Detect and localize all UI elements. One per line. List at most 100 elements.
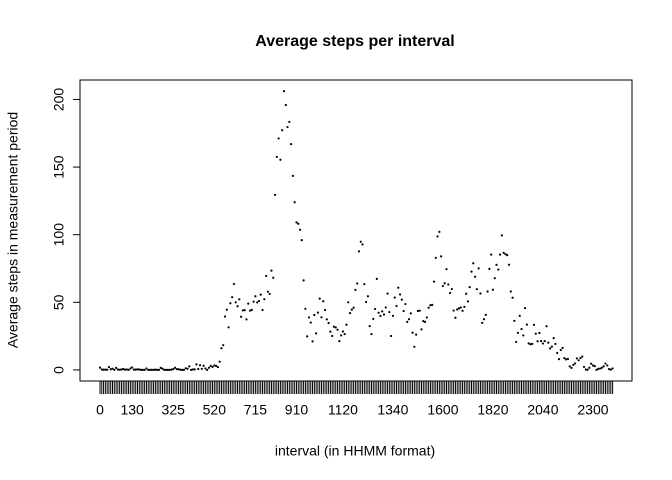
point xyxy=(502,251,505,254)
point xyxy=(325,318,328,321)
point xyxy=(607,368,611,371)
point xyxy=(527,342,530,345)
point xyxy=(470,270,473,273)
point xyxy=(377,311,380,314)
point xyxy=(313,313,316,317)
point xyxy=(423,320,427,324)
point xyxy=(143,368,146,372)
x-tick-label: 520 xyxy=(203,402,227,418)
point xyxy=(536,340,539,343)
point xyxy=(159,366,162,369)
point xyxy=(375,277,378,281)
point xyxy=(168,368,171,372)
point xyxy=(102,368,105,371)
point xyxy=(127,368,130,372)
point xyxy=(370,332,373,336)
point xyxy=(361,243,364,246)
point xyxy=(111,367,114,370)
x-tick-label: 325 xyxy=(162,402,186,418)
point xyxy=(602,365,605,368)
point xyxy=(447,283,450,286)
point xyxy=(216,365,219,369)
point xyxy=(509,290,512,293)
point xyxy=(188,365,191,368)
point xyxy=(272,276,275,279)
x-tick-label: 1120 xyxy=(328,402,358,418)
point xyxy=(518,314,521,317)
point xyxy=(365,300,368,304)
point xyxy=(481,321,484,324)
point xyxy=(220,347,223,350)
point xyxy=(107,365,111,369)
point xyxy=(122,367,125,371)
point xyxy=(429,304,432,307)
point xyxy=(402,309,405,313)
point xyxy=(147,368,150,372)
point xyxy=(545,325,548,328)
point xyxy=(257,299,261,303)
point xyxy=(148,368,152,372)
point xyxy=(568,365,571,368)
point xyxy=(290,142,293,146)
x-tick-label: 1600 xyxy=(427,402,458,418)
point xyxy=(566,357,570,361)
point xyxy=(256,301,259,304)
point xyxy=(161,367,164,370)
point xyxy=(386,292,389,295)
point xyxy=(307,316,311,319)
point xyxy=(588,366,591,369)
point xyxy=(131,366,134,369)
point xyxy=(282,89,286,93)
point xyxy=(456,308,459,311)
point xyxy=(234,301,237,304)
point xyxy=(422,319,425,323)
x-tick-label: 130 xyxy=(120,402,144,418)
point xyxy=(191,368,194,371)
point xyxy=(600,366,603,369)
point xyxy=(504,253,507,256)
point xyxy=(547,341,550,344)
point xyxy=(538,331,541,335)
point xyxy=(454,316,457,319)
point xyxy=(200,367,203,370)
point xyxy=(459,306,462,309)
point xyxy=(132,368,136,371)
point xyxy=(593,365,596,368)
point xyxy=(138,368,141,371)
point xyxy=(522,334,525,337)
point xyxy=(582,365,586,369)
point xyxy=(184,367,187,370)
point xyxy=(218,360,221,363)
point xyxy=(114,366,118,369)
point xyxy=(152,368,155,372)
point xyxy=(109,368,112,371)
point xyxy=(252,300,255,303)
point xyxy=(106,368,109,371)
point xyxy=(202,364,205,367)
point xyxy=(425,316,428,319)
point xyxy=(498,253,502,256)
point xyxy=(500,234,503,237)
point xyxy=(225,308,228,311)
point xyxy=(577,359,580,362)
point xyxy=(163,368,166,372)
point xyxy=(438,230,441,233)
point xyxy=(300,239,303,242)
point xyxy=(136,368,139,371)
point xyxy=(248,309,252,312)
point xyxy=(113,368,116,372)
point xyxy=(268,292,271,296)
point xyxy=(418,309,421,312)
point xyxy=(488,267,491,271)
point xyxy=(265,274,268,278)
point xyxy=(273,193,277,197)
point xyxy=(166,368,169,372)
point xyxy=(507,263,511,266)
point xyxy=(525,323,528,326)
point xyxy=(398,293,402,296)
x-axis-label: interval (in HHMM format) xyxy=(275,443,435,459)
point xyxy=(395,304,398,308)
x-tick-label: 715 xyxy=(244,402,268,418)
point xyxy=(118,368,121,371)
